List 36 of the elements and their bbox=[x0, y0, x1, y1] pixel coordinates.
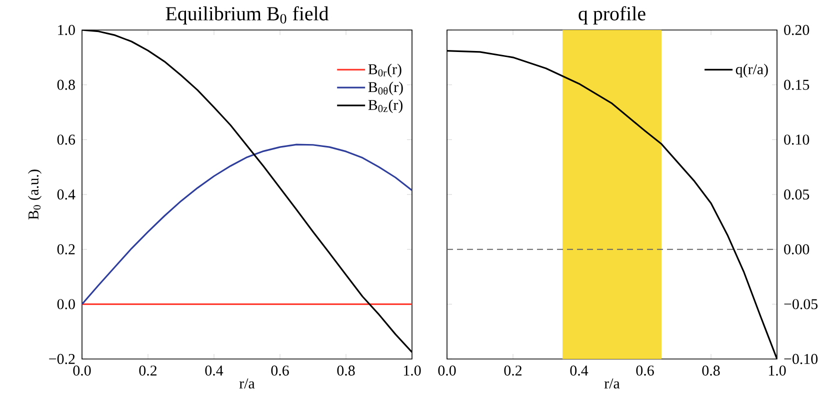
y-tick-label: 0.0 bbox=[57, 299, 75, 310]
x-tick-label: 0.4 bbox=[570, 366, 588, 376]
chart-title: Equilibrium B$_{0}$ field bbox=[166, 6, 329, 24]
y2-tick-label: −0.05 bbox=[784, 299, 818, 310]
legend-label: q(r/a) bbox=[736, 64, 768, 78]
x-tick-label: 0.0 bbox=[438, 366, 456, 376]
chart-title: q profile bbox=[578, 6, 646, 24]
y2-tick-label: 0.05 bbox=[784, 189, 810, 200]
y-tick-label: 0.4 bbox=[57, 189, 76, 200]
x-tick-label: 0.8 bbox=[702, 366, 720, 376]
y-tick-label: 0.2 bbox=[57, 244, 75, 254]
y2-tick-label: 0.20 bbox=[784, 24, 810, 36]
y-tick-label: 0.8 bbox=[57, 80, 75, 90]
x-tick-label: 0.8 bbox=[337, 366, 355, 376]
legend-label: B$_{0r}$(r) bbox=[368, 64, 402, 78]
y-tick-label: 1.0 bbox=[58, 24, 75, 36]
line-series bbox=[82, 144, 412, 305]
y2-tick-label: 0.00 bbox=[784, 244, 810, 254]
x-tick-label: 1.0 bbox=[768, 366, 786, 376]
legend-label: B$_{0z}$(r) bbox=[368, 99, 402, 114]
y2-tick-label: 0.10 bbox=[784, 134, 810, 145]
y-tick-label: −0.2 bbox=[49, 354, 75, 364]
x-axis-title: r/a bbox=[604, 378, 620, 388]
legend-label: B$_{0θ}$(r) bbox=[368, 82, 403, 96]
x-tick-label: 0.2 bbox=[139, 366, 157, 376]
x-tick-label: 0.6 bbox=[636, 366, 654, 376]
x-tick-label: 0.0 bbox=[73, 366, 91, 376]
y2-tick-label: −0.10 bbox=[784, 354, 818, 364]
x-tick-label: 0.6 bbox=[271, 366, 289, 376]
y2-tick-label: 0.15 bbox=[784, 80, 810, 90]
y-tick-label: 0.6 bbox=[57, 134, 76, 145]
y-axis-title: B$_{0}$ (a.u.) bbox=[28, 170, 42, 220]
x-tick-label: 0.2 bbox=[504, 366, 522, 376]
x-axis-title: r/a bbox=[239, 378, 255, 388]
x-tick-label: 1.0 bbox=[404, 366, 421, 376]
x-tick-label: 0.4 bbox=[205, 366, 224, 376]
